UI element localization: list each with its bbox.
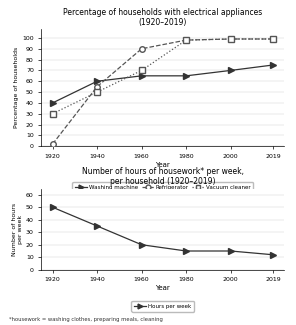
Title: Number of hours of housework* per week,
per household (1920–2019): Number of hours of housework* per week, … bbox=[82, 167, 244, 186]
Y-axis label: Percentage of households: Percentage of households bbox=[15, 47, 20, 128]
Title: Percentage of households with electrical appliances
(1920–2019): Percentage of households with electrical… bbox=[63, 8, 263, 27]
X-axis label: Year: Year bbox=[155, 285, 170, 291]
Legend: Hours per week: Hours per week bbox=[131, 301, 194, 312]
Text: *housework = washing clothes, preparing meals, cleaning: *housework = washing clothes, preparing … bbox=[9, 317, 163, 322]
Legend: Washing machine, Refrigerator, Vacuum cleaner: Washing machine, Refrigerator, Vacuum cl… bbox=[73, 182, 253, 192]
X-axis label: Year: Year bbox=[155, 162, 170, 168]
Y-axis label: Number of hours
per week: Number of hours per week bbox=[12, 202, 23, 256]
